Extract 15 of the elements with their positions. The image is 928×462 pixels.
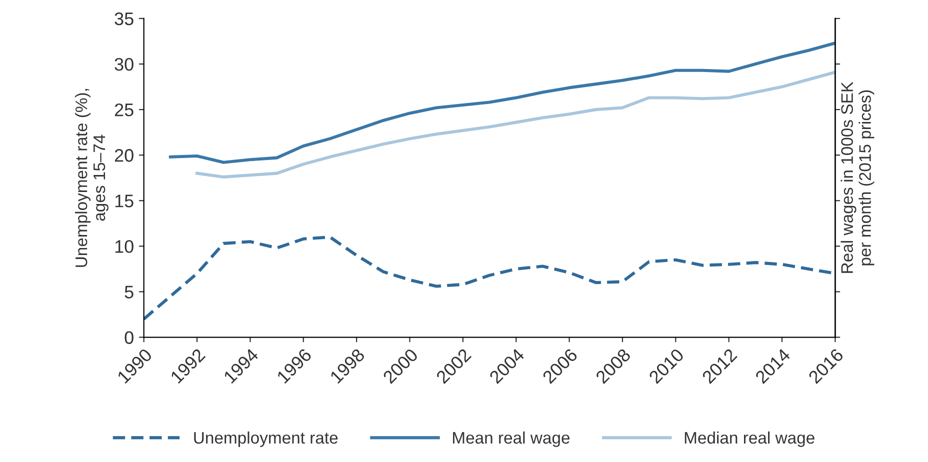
y-axis-title: Unemployment rate (%), ages 15–74 xyxy=(74,89,108,267)
y-tick-label: 0 xyxy=(124,331,134,344)
y-tick-label: 5 xyxy=(124,286,134,298)
legend-label: Median real wage xyxy=(684,431,814,447)
y-tick-label: 10 xyxy=(115,240,134,253)
y-tick-label: 25 xyxy=(114,103,134,116)
y-tick-label: 15 xyxy=(115,194,134,208)
line-series xyxy=(168,42,836,164)
y-tick-label: 20 xyxy=(114,149,134,162)
line-series xyxy=(195,70,836,178)
legend-label: Unemployment rate xyxy=(194,431,338,447)
y-tick-label: 35 xyxy=(114,12,134,26)
y-tick-label: 30 xyxy=(114,58,134,71)
y2-axis-title: Real wages in 1000s SEK per month (2015 prices) xyxy=(840,82,874,273)
legend-label: Mean real wage xyxy=(453,431,570,447)
